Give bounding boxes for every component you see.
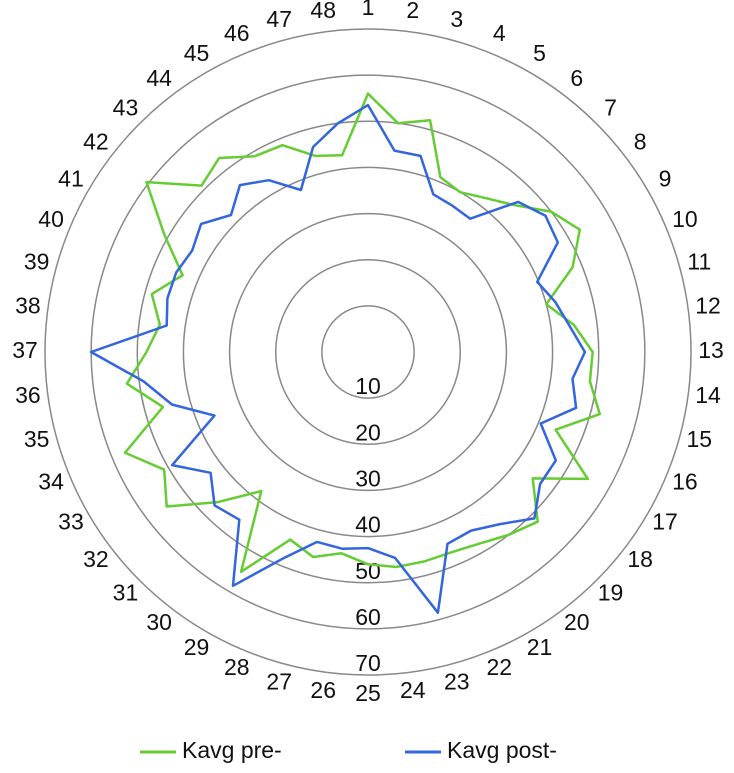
grid-circle bbox=[136, 120, 600, 584]
category-label: 40 bbox=[38, 206, 64, 232]
grid-circle bbox=[44, 28, 692, 676]
category-label: 4 bbox=[493, 20, 506, 46]
category-label: 38 bbox=[15, 292, 41, 318]
grid-circle bbox=[182, 166, 554, 538]
category-label: 24 bbox=[400, 677, 426, 703]
category-label: 42 bbox=[83, 128, 109, 154]
legend-label: Kavg pre- bbox=[182, 737, 282, 763]
category-label: 32 bbox=[83, 546, 109, 572]
category-label: 20 bbox=[564, 609, 590, 635]
category-label: 25 bbox=[355, 680, 381, 706]
category-label: 9 bbox=[659, 166, 672, 192]
category-label: 11 bbox=[687, 248, 711, 274]
category-label: 19 bbox=[598, 580, 624, 606]
r-tick-label: 50 bbox=[355, 558, 381, 584]
category-label: 5 bbox=[533, 40, 546, 66]
grid-circle bbox=[228, 212, 508, 492]
r-tick-label: 60 bbox=[355, 604, 381, 630]
r-tick-label: 40 bbox=[355, 512, 381, 538]
category-label: 44 bbox=[146, 65, 172, 91]
category-label: 47 bbox=[266, 6, 292, 32]
category-label: 34 bbox=[38, 468, 64, 494]
category-label: 30 bbox=[146, 609, 172, 635]
grid-circle bbox=[90, 74, 646, 630]
category-label: 27 bbox=[266, 668, 292, 694]
category-label: 23 bbox=[444, 668, 470, 694]
category-label: 14 bbox=[695, 382, 721, 408]
category-label: 3 bbox=[450, 6, 463, 32]
category-label: 15 bbox=[687, 426, 713, 452]
category-label: 36 bbox=[15, 382, 41, 408]
category-label: 39 bbox=[24, 248, 50, 274]
category-label: 13 bbox=[698, 337, 724, 363]
category-label: 6 bbox=[570, 65, 583, 91]
r-tick-label: 20 bbox=[355, 419, 381, 445]
category-label: 35 bbox=[24, 426, 50, 452]
category-label: 31 bbox=[113, 580, 139, 606]
grid-circle bbox=[274, 258, 462, 446]
category-label: 22 bbox=[486, 654, 512, 680]
category-label: 48 bbox=[310, 0, 336, 23]
r-tick-label: 70 bbox=[355, 650, 381, 676]
category-label: 26 bbox=[310, 677, 336, 703]
category-label: 46 bbox=[224, 20, 250, 46]
category-label: 41 bbox=[58, 166, 84, 192]
category-label: 7 bbox=[604, 95, 617, 121]
grid-circle bbox=[321, 305, 415, 399]
category-label: 2 bbox=[406, 0, 419, 23]
category-label: 1 bbox=[362, 0, 375, 20]
category-label: 8 bbox=[634, 128, 647, 154]
category-label: 37 bbox=[12, 337, 38, 363]
category-label: 17 bbox=[652, 509, 678, 535]
r-tick-label: 30 bbox=[355, 466, 381, 492]
category-label: 10 bbox=[672, 206, 698, 232]
category-label: 21 bbox=[527, 634, 553, 660]
category-label: 12 bbox=[695, 292, 721, 318]
category-label: 18 bbox=[627, 546, 653, 572]
series-line bbox=[123, 92, 602, 574]
category-label: 33 bbox=[58, 509, 84, 535]
legend-label: Kavg post- bbox=[447, 737, 557, 763]
category-label: 43 bbox=[113, 95, 139, 121]
category-label: 28 bbox=[224, 654, 250, 680]
category-label: 16 bbox=[672, 468, 698, 494]
category-label: 45 bbox=[184, 40, 210, 66]
category-label: 29 bbox=[184, 634, 210, 660]
series-line bbox=[89, 103, 587, 614]
r-tick-label: 10 bbox=[355, 373, 381, 399]
